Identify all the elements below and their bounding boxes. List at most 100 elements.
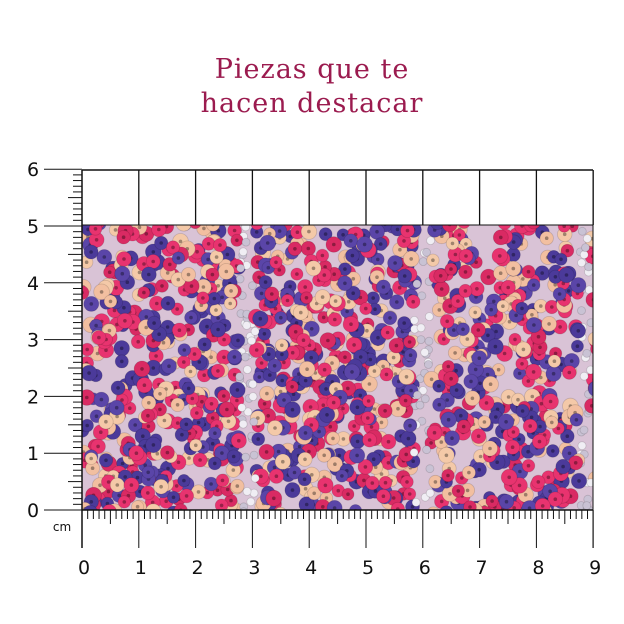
bead: [547, 354, 562, 368]
bead: [128, 445, 145, 462]
bead: [504, 439, 521, 455]
bead-hole: [381, 364, 385, 369]
bead: [114, 265, 131, 282]
bead: [116, 229, 131, 245]
bead-hole: [235, 388, 240, 392]
bead-hole: [445, 319, 450, 324]
bead-hole: [159, 484, 163, 489]
bead: [249, 417, 259, 427]
bead-hole: [272, 496, 276, 501]
bead-hole: [384, 372, 389, 377]
bead: [292, 304, 309, 321]
bead-hole: [351, 277, 356, 281]
bead-hole: [277, 268, 282, 272]
bead-hole: [438, 274, 443, 278]
bead-hole: [383, 225, 387, 227]
bead: [415, 400, 425, 410]
bead-hole: [575, 344, 580, 349]
bead: [145, 503, 162, 510]
bead-hole: [331, 400, 336, 405]
bead-hole: [226, 419, 231, 424]
bead-hole: [146, 491, 150, 495]
bead: [412, 390, 422, 400]
bead-hole: [391, 496, 396, 500]
bead: [130, 334, 146, 350]
bead-hole: [372, 407, 377, 411]
bead-hole: [212, 296, 217, 301]
bead-hole: [196, 420, 201, 425]
bead: [426, 236, 436, 246]
bead-hole: [346, 492, 350, 497]
bead-hole: [107, 328, 112, 333]
bead: [582, 501, 592, 510]
bead: [416, 335, 426, 345]
bead: [375, 279, 391, 295]
bead: [560, 243, 575, 258]
bead: [478, 394, 495, 411]
bead: [558, 266, 575, 284]
bead-hole: [187, 456, 191, 460]
bead-hole: [398, 247, 402, 252]
bead-hole: [349, 322, 353, 327]
bead-hole: [341, 406, 345, 411]
bead-hole: [93, 227, 98, 231]
bead-hole: [436, 221, 440, 225]
bead: [409, 448, 419, 457]
bead: [491, 247, 509, 265]
bead-hole: [108, 299, 113, 304]
bead-hole: [463, 289, 468, 293]
bead-hole: [311, 266, 316, 271]
bead: [319, 332, 337, 349]
bead: [170, 397, 185, 413]
bead: [470, 428, 487, 445]
bead: [581, 243, 590, 253]
bead-hole: [166, 466, 170, 471]
bead-hole: [94, 323, 98, 328]
bead: [316, 447, 332, 463]
x-ruler-label: 8: [532, 557, 544, 579]
bead: [430, 225, 445, 230]
bead: [223, 283, 239, 299]
bead: [570, 339, 584, 353]
bead-hole: [164, 499, 168, 504]
bead: [210, 321, 227, 338]
bead-hole: [556, 426, 561, 431]
bead-hole: [443, 431, 447, 435]
bead: [527, 225, 541, 230]
bead-hole: [562, 225, 566, 228]
bead-hole: [125, 280, 130, 285]
bead-hole: [306, 246, 311, 251]
bead-hole: [507, 319, 512, 324]
bead: [189, 406, 204, 420]
bead-hole: [454, 388, 459, 392]
bead-hole: [443, 296, 447, 301]
bead-hole: [351, 291, 356, 296]
bead-hole: [162, 418, 167, 423]
bead-hole: [456, 489, 461, 493]
bead-hole: [564, 273, 569, 277]
bead-hole: [182, 360, 186, 364]
bead-hole: [307, 229, 311, 234]
bead-hole: [429, 377, 434, 382]
bead: [242, 486, 252, 496]
bead-hole: [135, 504, 140, 509]
bead-hole: [85, 395, 89, 400]
bead-hole: [492, 299, 496, 304]
bead: [297, 451, 313, 467]
bead-hole: [532, 221, 536, 225]
bead-hole: [237, 438, 241, 443]
bead-hole: [155, 301, 159, 306]
bead-hole: [504, 420, 508, 424]
bead: [259, 234, 277, 252]
bead: [357, 459, 374, 475]
bead-hole: [548, 399, 553, 404]
bead-hole: [259, 361, 264, 365]
bead-hole: [536, 334, 541, 339]
bead-hole: [576, 283, 581, 288]
bead-hole: [401, 388, 405, 393]
bead-hole: [115, 414, 119, 419]
bead: [189, 438, 203, 452]
bead-hole: [123, 475, 127, 479]
x-ruler-label: 0: [78, 557, 90, 579]
bead-hole: [147, 401, 151, 405]
